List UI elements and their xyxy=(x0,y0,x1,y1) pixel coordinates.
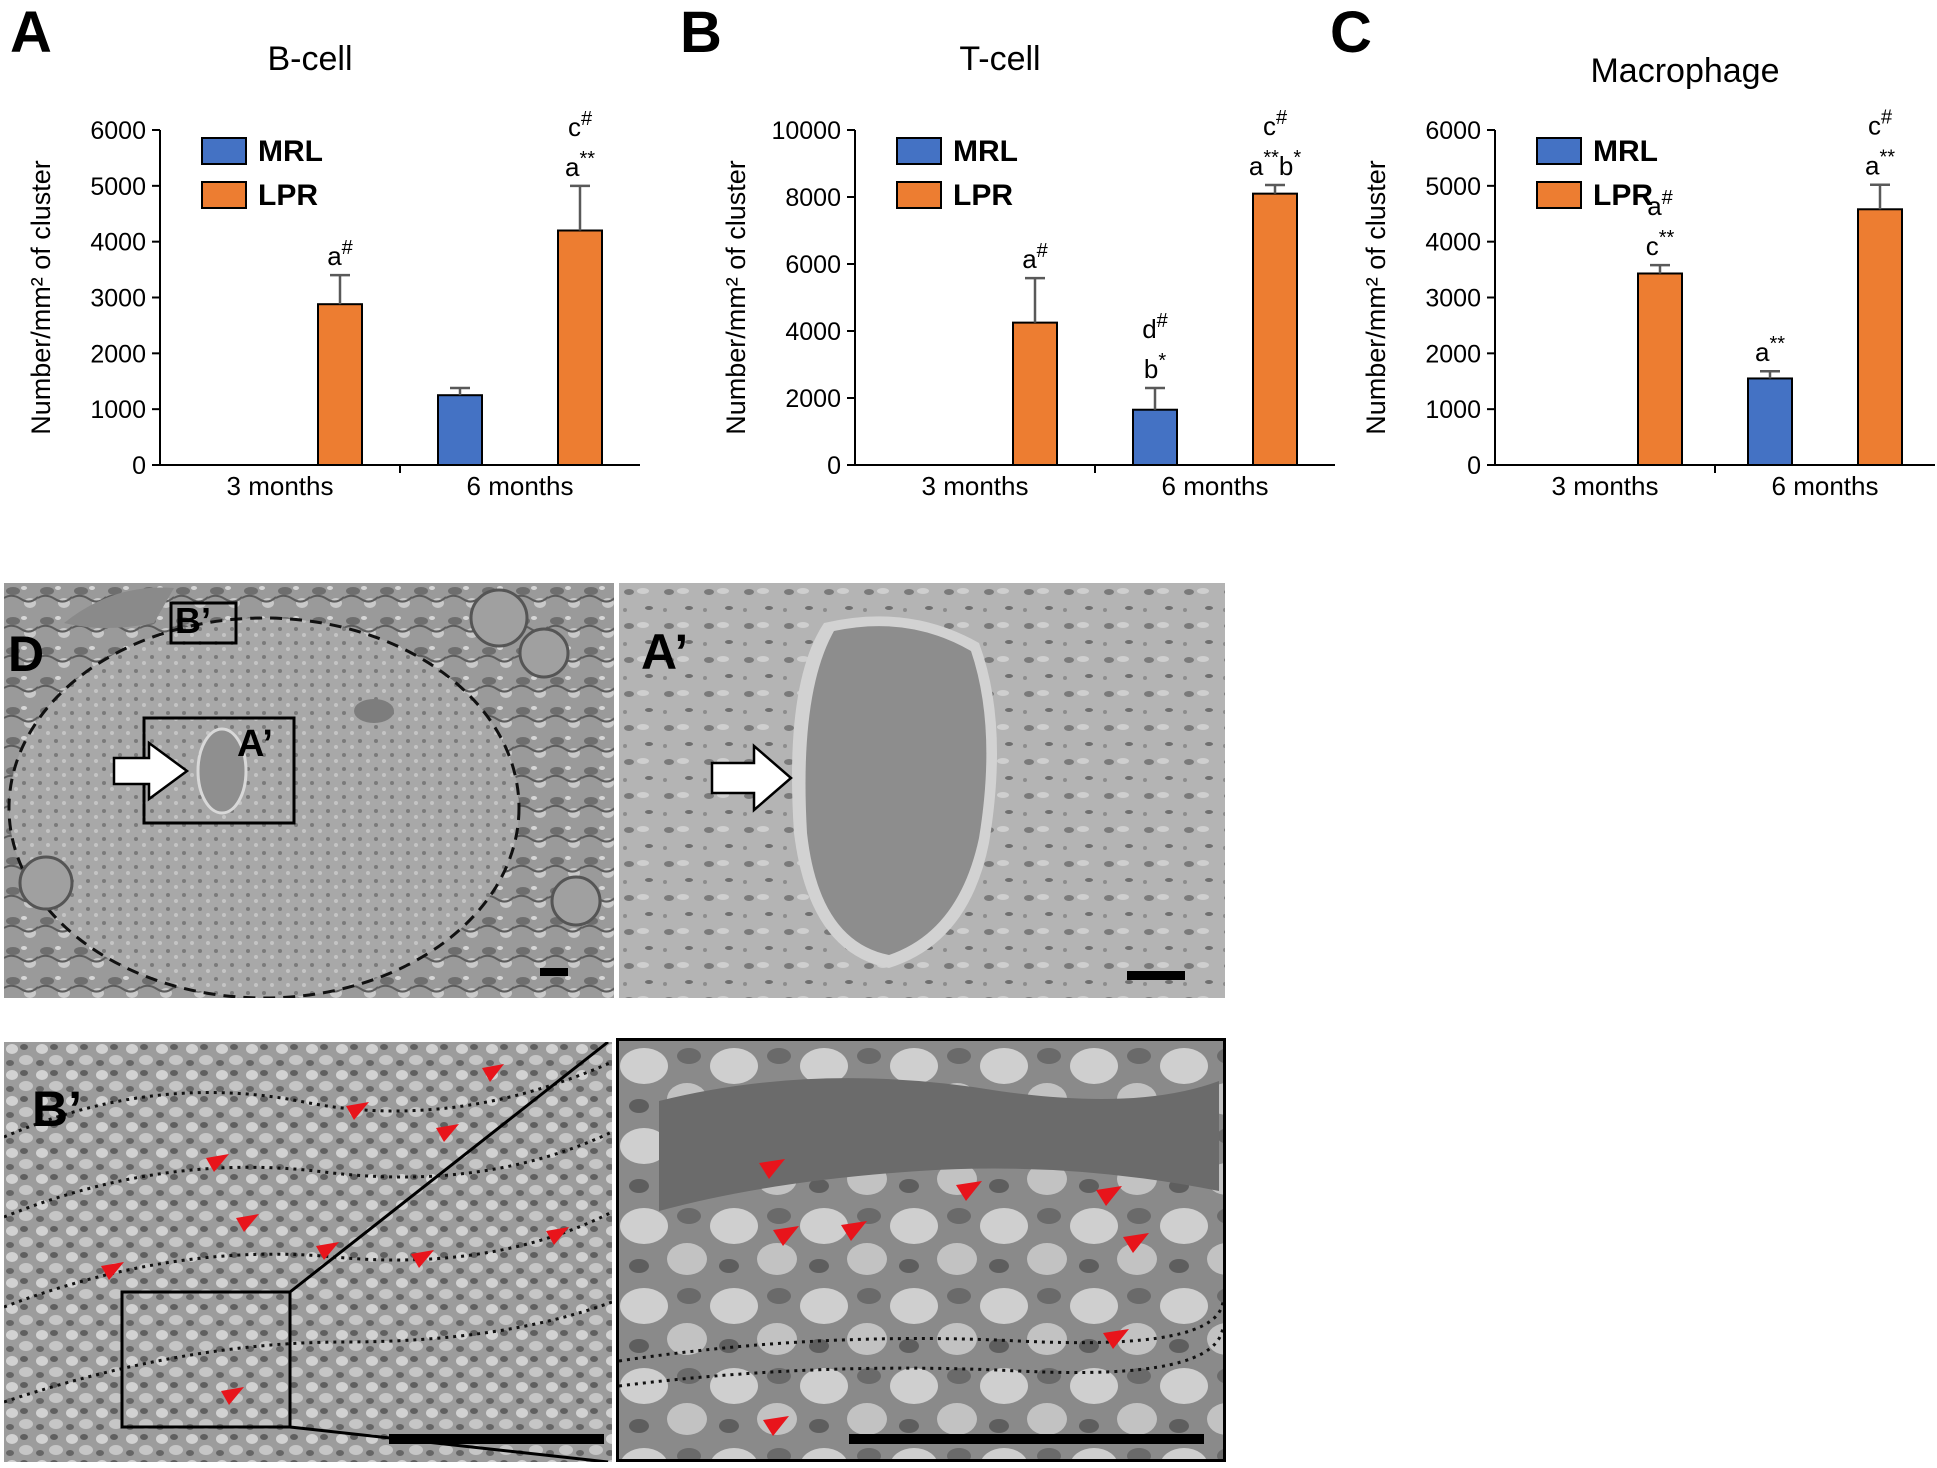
significance-label-c-lpr-0-0: a# xyxy=(1647,187,1673,221)
bar-b-mrl-1 xyxy=(1132,408,1178,467)
y-tick-label-a-0: 0 xyxy=(132,452,146,480)
y-tick-label-a-4000: 4000 xyxy=(90,229,146,257)
micrograph-b-prime-image xyxy=(4,1042,612,1462)
legend-label-c-lpr: LPR xyxy=(1593,179,1653,212)
legend-swatch-a-lpr xyxy=(201,181,247,209)
y-tick-label-a-2000: 2000 xyxy=(90,340,146,368)
x-tick-label-a-1: 6 months xyxy=(467,471,574,501)
micrograph-b-prime: B’ xyxy=(4,1042,612,1462)
micrograph-b-prime-zoom-image xyxy=(619,1041,1223,1459)
significance-label-b-lpr-1-0: c# xyxy=(1263,107,1288,141)
y-tick-label-b-6000: 6000 xyxy=(785,251,841,279)
x-tick-label-b-1: 6 months xyxy=(1162,471,1269,501)
bar-c-lpr-1 xyxy=(1857,208,1903,466)
significance-label-a-lpr-1-1: a** xyxy=(565,148,595,182)
y-tick-label-c-5000: 5000 xyxy=(1425,173,1481,201)
y-axis-label-a: Number/mm² of cluster xyxy=(26,160,56,435)
bar-a-lpr-0 xyxy=(317,303,363,467)
bar-a-lpr-1 xyxy=(557,229,603,466)
bar-b-lpr-0 xyxy=(1012,321,1058,466)
significance-label-c-mrl-1-0: a** xyxy=(1755,333,1785,367)
panel-letter-c: C xyxy=(1330,0,1372,65)
micrograph-d-image xyxy=(4,583,614,998)
significance-label-b-lpr-1-1: a**b* xyxy=(1249,147,1302,181)
y-tick-label-a-5000: 5000 xyxy=(90,173,146,201)
significance-label-b-lpr-0-0: a# xyxy=(1022,240,1048,274)
legend-label-c-mrl: MRL xyxy=(1593,135,1658,168)
x-tick-label-c-0: 3 months xyxy=(1552,471,1659,501)
micrograph-d: D A’ B’ xyxy=(4,583,614,998)
bar-c-mrl-1 xyxy=(1747,377,1793,467)
y-tick-label-a-6000: 6000 xyxy=(90,117,146,145)
y-axis-label-c: Number/mm² of cluster xyxy=(1361,160,1391,435)
y-tick-label-b-8000: 8000 xyxy=(785,184,841,212)
y-tick-label-c-6000: 6000 xyxy=(1425,117,1481,145)
panel-letter-b: B xyxy=(680,0,722,65)
x-tick-label-c-1: 6 months xyxy=(1772,471,1879,501)
chart-title-b: T-cell xyxy=(959,40,1040,78)
y-tick-label-c-1000: 1000 xyxy=(1425,396,1481,424)
legend-label-a-lpr: LPR xyxy=(258,179,318,212)
significance-label-c-lpr-1-0: c# xyxy=(1868,107,1893,141)
box-label-b-prime: B’ xyxy=(175,600,211,641)
y-tick-label-a-1000: 1000 xyxy=(90,396,146,424)
y-tick-label-c-2000: 2000 xyxy=(1425,340,1481,368)
chart-title-a: B-cell xyxy=(267,40,352,78)
y-axis-label-b: Number/mm² of cluster xyxy=(721,160,751,435)
micrograph-a-prime: A’ xyxy=(619,583,1225,998)
y-tick-label-c-0: 0 xyxy=(1467,452,1481,480)
legend-label-b-lpr: LPR xyxy=(953,179,1013,212)
bar-charts: A B-cell Number/mm² of cluster 0 1000 2000 300… xyxy=(10,0,1935,501)
legend-swatch-b-mrl xyxy=(896,137,942,165)
significance-label-b-mrl-1-1: b* xyxy=(1144,350,1166,384)
micrograph-a-prime-image xyxy=(619,583,1225,998)
y-tick-label-b-0: 0 xyxy=(827,452,841,480)
panel-label-a-prime: A’ xyxy=(641,624,689,680)
y-tick-label-a-3000: 3000 xyxy=(90,285,146,313)
panel-letter-a: A xyxy=(10,0,52,65)
legend-label-b-mrl: MRL xyxy=(953,135,1018,168)
bar-a-mrl-1 xyxy=(437,394,483,467)
legend-swatch-c-mrl xyxy=(1536,137,1582,165)
panel-label-d: D xyxy=(8,626,45,682)
significance-label-a-lpr-0-0: a# xyxy=(327,237,353,271)
legend-label-a-mrl: MRL xyxy=(258,135,323,168)
y-tick-label-b-2000: 2000 xyxy=(785,385,841,413)
significance-label-c-lpr-1-1: a** xyxy=(1865,147,1895,181)
micrograph-b-prime-zoom xyxy=(616,1038,1226,1462)
y-tick-label-c-3000: 3000 xyxy=(1425,285,1481,313)
box-label-a-prime: A’ xyxy=(237,723,273,765)
chart-title-c: Macrophage xyxy=(1590,52,1779,90)
y-tick-label-c-4000: 4000 xyxy=(1425,229,1481,257)
y-tick-label-b-4000: 4000 xyxy=(785,318,841,346)
significance-label-c-lpr-0-1: c** xyxy=(1646,227,1675,261)
legend-swatch-c-lpr xyxy=(1536,181,1582,209)
x-tick-label-b-0: 3 months xyxy=(922,471,1029,501)
significance-label-a-lpr-1-0: c# xyxy=(568,108,593,142)
bar-c-lpr-0 xyxy=(1637,272,1683,466)
significance-label-b-mrl-1-0: d# xyxy=(1142,310,1168,344)
bar-b-lpr-1 xyxy=(1252,192,1298,466)
y-tick-label-b-10000: 10000 xyxy=(771,117,841,145)
legend-swatch-a-mrl xyxy=(201,137,247,165)
x-tick-label-a-0: 3 months xyxy=(227,471,334,501)
legend-swatch-b-lpr xyxy=(896,181,942,209)
panel-label-b-prime: B’ xyxy=(32,1081,82,1137)
